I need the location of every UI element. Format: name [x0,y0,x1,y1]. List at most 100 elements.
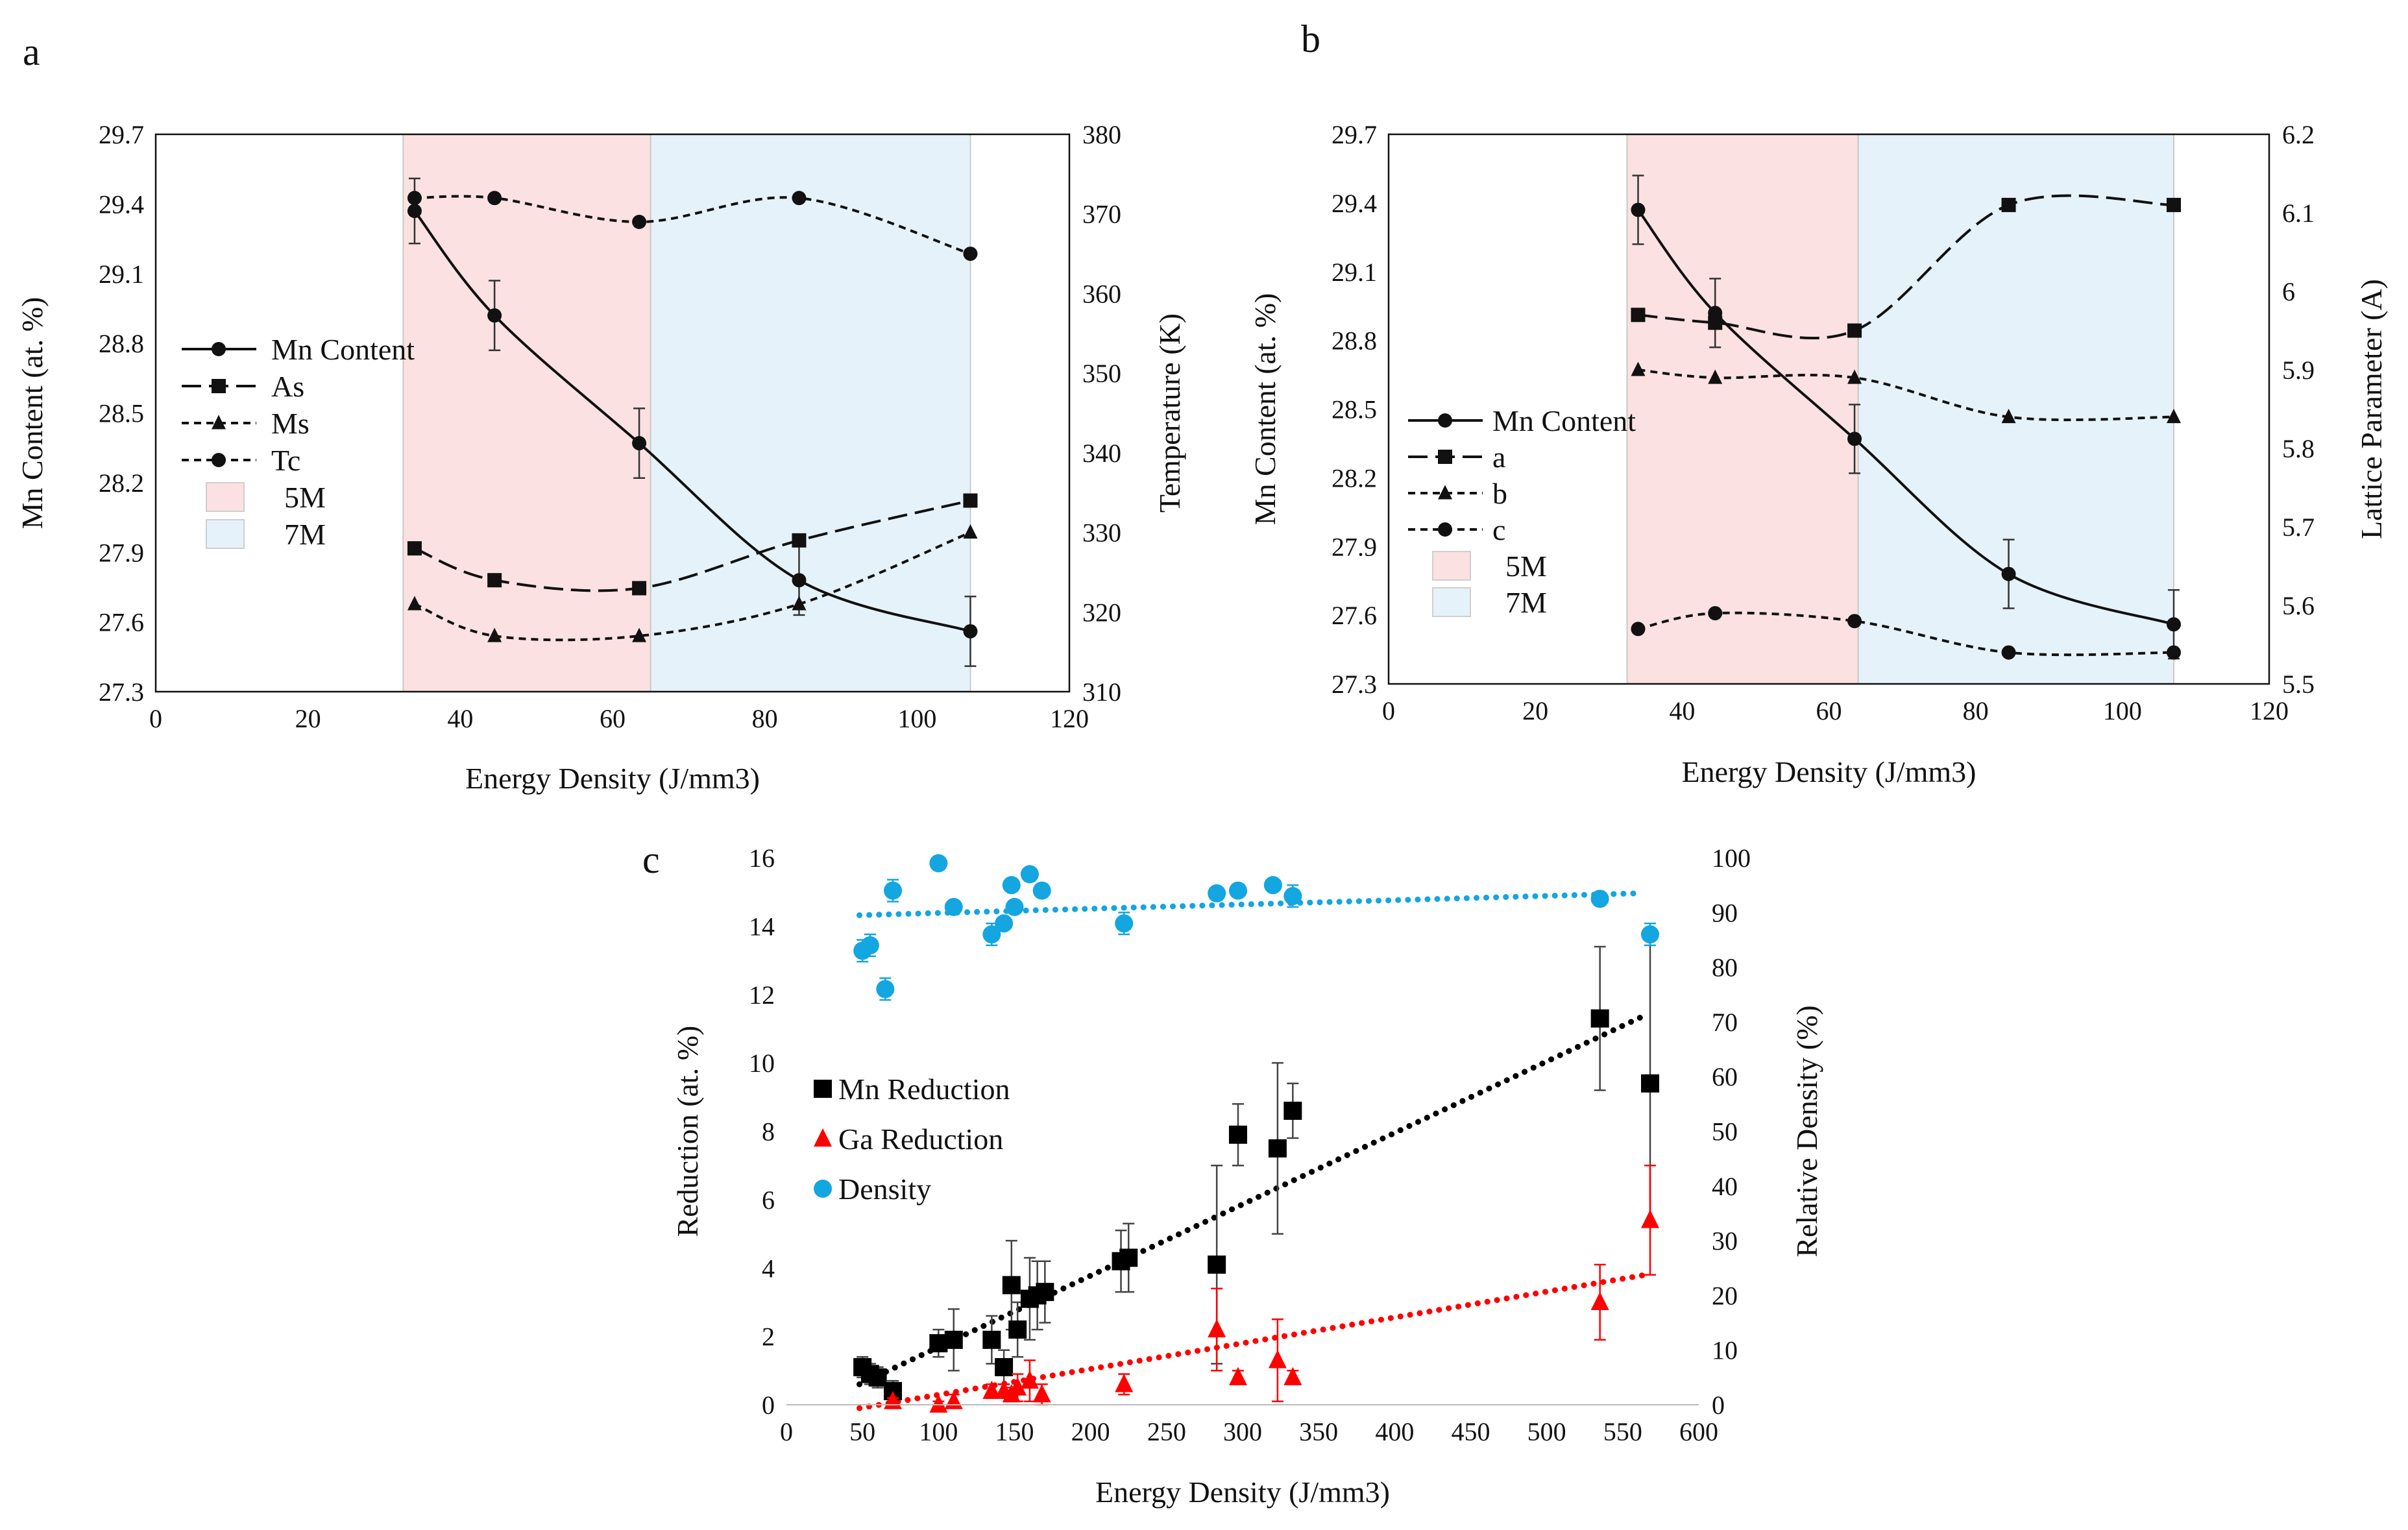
panel-c-ga-reduction-point [929,1394,948,1413]
panel-c-x-tick: 100 [919,1417,958,1446]
panel-b: b 0 20 40 60 80 100 120 27.3 27.6 27.9 28.2 28.5 28… [1248,18,2388,788]
panel-b-y-tick: 28.2 [1332,463,1377,492]
panel-c-density-point [1020,865,1039,884]
panel-c-mn-reduction-point [1036,1283,1054,1302]
panel-c-mn-reduction-point [1228,1125,1247,1144]
panel-c-y-tick: 10 [749,1049,775,1078]
legend-label: Mn Reduction [838,1073,1010,1106]
panel-b-b-line [1638,369,2174,422]
panel-b-legend-item-a: a [1408,441,1505,474]
legend-marker-swatch [1438,450,1452,464]
panel-c-ga-reduction-point [1032,1384,1051,1403]
panel-a-y2-tick: 320 [1082,598,1121,627]
legend-label: Mn Content [271,333,415,366]
panel-b-marks [1631,175,2181,660]
panel-a-tc-point [632,214,647,229]
panel-b-y2-tick: 6.2 [2282,120,2315,149]
panel-a-ms-line [414,531,971,642]
legend-region-swatch [1432,551,1471,581]
panel-a-legend-item-5m: 5M [206,481,326,514]
panel-c-marks [853,854,1660,1413]
panel-c-legend-item-mn-reduction: Mn Reduction [814,1073,1010,1106]
panel-c-x-tick: 150 [995,1417,1034,1446]
legend-marker-swatch [212,453,226,467]
panel-b-y2-tick: 6 [2282,277,2295,306]
legend-marker-swatch [1438,413,1452,428]
panel-b-b-point [2001,408,2016,424]
panel-a-legend-item-as: As [182,370,304,403]
panel-c-y2-tick: 100 [1712,844,1751,873]
panel-c-density-point [1590,890,1609,908]
panel-a-y-tick: 29.4 [99,189,144,219]
panel-c-y2-tick: 70 [1712,1008,1738,1037]
panel-a-x-tick: 60 [600,704,626,733]
panel-b-b-point [2166,408,2181,424]
panel-c-ga-reduction-point [1208,1318,1226,1338]
panel-c-x-tick: 350 [1299,1417,1338,1446]
panel-a-marks [407,177,978,667]
panel-c-density-point [1641,925,1660,944]
panel-a-y-tick: 29.7 [99,120,144,149]
panel-b-y2-tick: 5.6 [2282,591,2315,620]
panel-b-c-point [1631,622,1646,637]
legend-label: 7M [1505,586,1547,619]
panel-c-x-tick: 50 [849,1417,875,1446]
panel-b-x-tick: 60 [1816,696,1842,725]
legend-marker-swatch [1438,485,1452,500]
panel-b-y2-tick: 5.5 [2282,670,2315,699]
panel-c-mn-reduction-point [1002,1276,1021,1294]
panel-a-tc-point [407,191,422,206]
panel-c-y-ticks: 0 2 4 6 8 10 12 14 16 [749,844,775,1420]
panel-b-a-line [1638,194,2174,339]
panel-a-y-ticks: 27.3 27.6 27.9 28.2 28.5 28.8 29.1 29.4 29.7 [99,120,144,707]
panel-b-y-tick: 27.6 [1332,601,1377,630]
legend-marker-swatch [212,379,226,393]
panel-c-mn-reduction-trendline [856,1012,1649,1387]
panel-b-c-point [1708,606,1723,621]
panel-a: a 0 20 40 60 80 100 120 27.3 27.6 27.9 28.2 28.5 28… [16,30,1186,795]
panel-c-y-tick: 8 [762,1117,775,1147]
panel-b-x-tick: 40 [1669,696,1695,725]
panel-a-tc-point [487,191,502,206]
panel-c-mn-reduction-point [1283,1101,1302,1120]
panel-c-mn-reduction-point [1641,1074,1660,1093]
panel-c-mn-reduction-point [1268,1139,1287,1158]
legend-label: c [1492,513,1505,546]
panel-a-y-tick: 27.3 [99,677,144,707]
panel-c-x-tick: 250 [1147,1417,1186,1446]
panel-a-y2-ticks: 310 320 330 340 350 360 370 380 [1082,120,1121,707]
panel-b-region-5m [1626,134,1859,685]
panel-b-y-axis-label: Mn Content (at. %) [1248,293,1282,526]
panel-c-y-tick: 6 [762,1185,775,1215]
legend-marker-swatch [814,1080,832,1098]
legend-label: Ga Reduction [838,1123,1003,1156]
legend-label: As [271,370,304,403]
panel-a-x-tick: 40 [447,704,473,733]
panel-c-y2-tick: 0 [1712,1390,1725,1420]
panel-a-x-tick: 100 [897,704,936,733]
panel-c-y2-ticks: 0 10 20 30 40 50 60 70 80 90 100 [1712,844,1751,1420]
panel-c-x-tick: 450 [1452,1417,1490,1446]
panel-b-mn-content-point [1847,431,1862,446]
panel-b-legend-item-b: b [1408,477,1507,510]
panel-b-regions [1626,134,2174,685]
panel-a-y2-tick: 370 [1082,200,1121,229]
panel-b-c-point [1847,614,1862,629]
legend-region-swatch [206,482,245,512]
panel-c-mn-reduction-point [1208,1255,1226,1274]
panel-c-y2-tick: 60 [1712,1062,1738,1091]
panel-c-ga-reduction-trendline [856,1272,1649,1411]
panel-a-as-point [963,493,978,508]
panel-a-regions [402,134,971,692]
panel-c-density-point [982,925,1001,944]
panel-c-y-axis-label: Reduction (at. %) [671,1026,704,1237]
panel-a-y-axis-label: Mn Content (at. %) [16,297,49,529]
panel-a-tc-line [414,195,971,256]
panel-a-y2-tick: 330 [1082,518,1121,548]
panel-c-density-point [929,854,948,873]
panel-c-y2-tick: 30 [1712,1226,1738,1256]
legend-label: 5M [1505,550,1547,583]
panel-b-a-point [1631,308,1646,322]
panel-c-y2-tick: 20 [1712,1281,1738,1310]
